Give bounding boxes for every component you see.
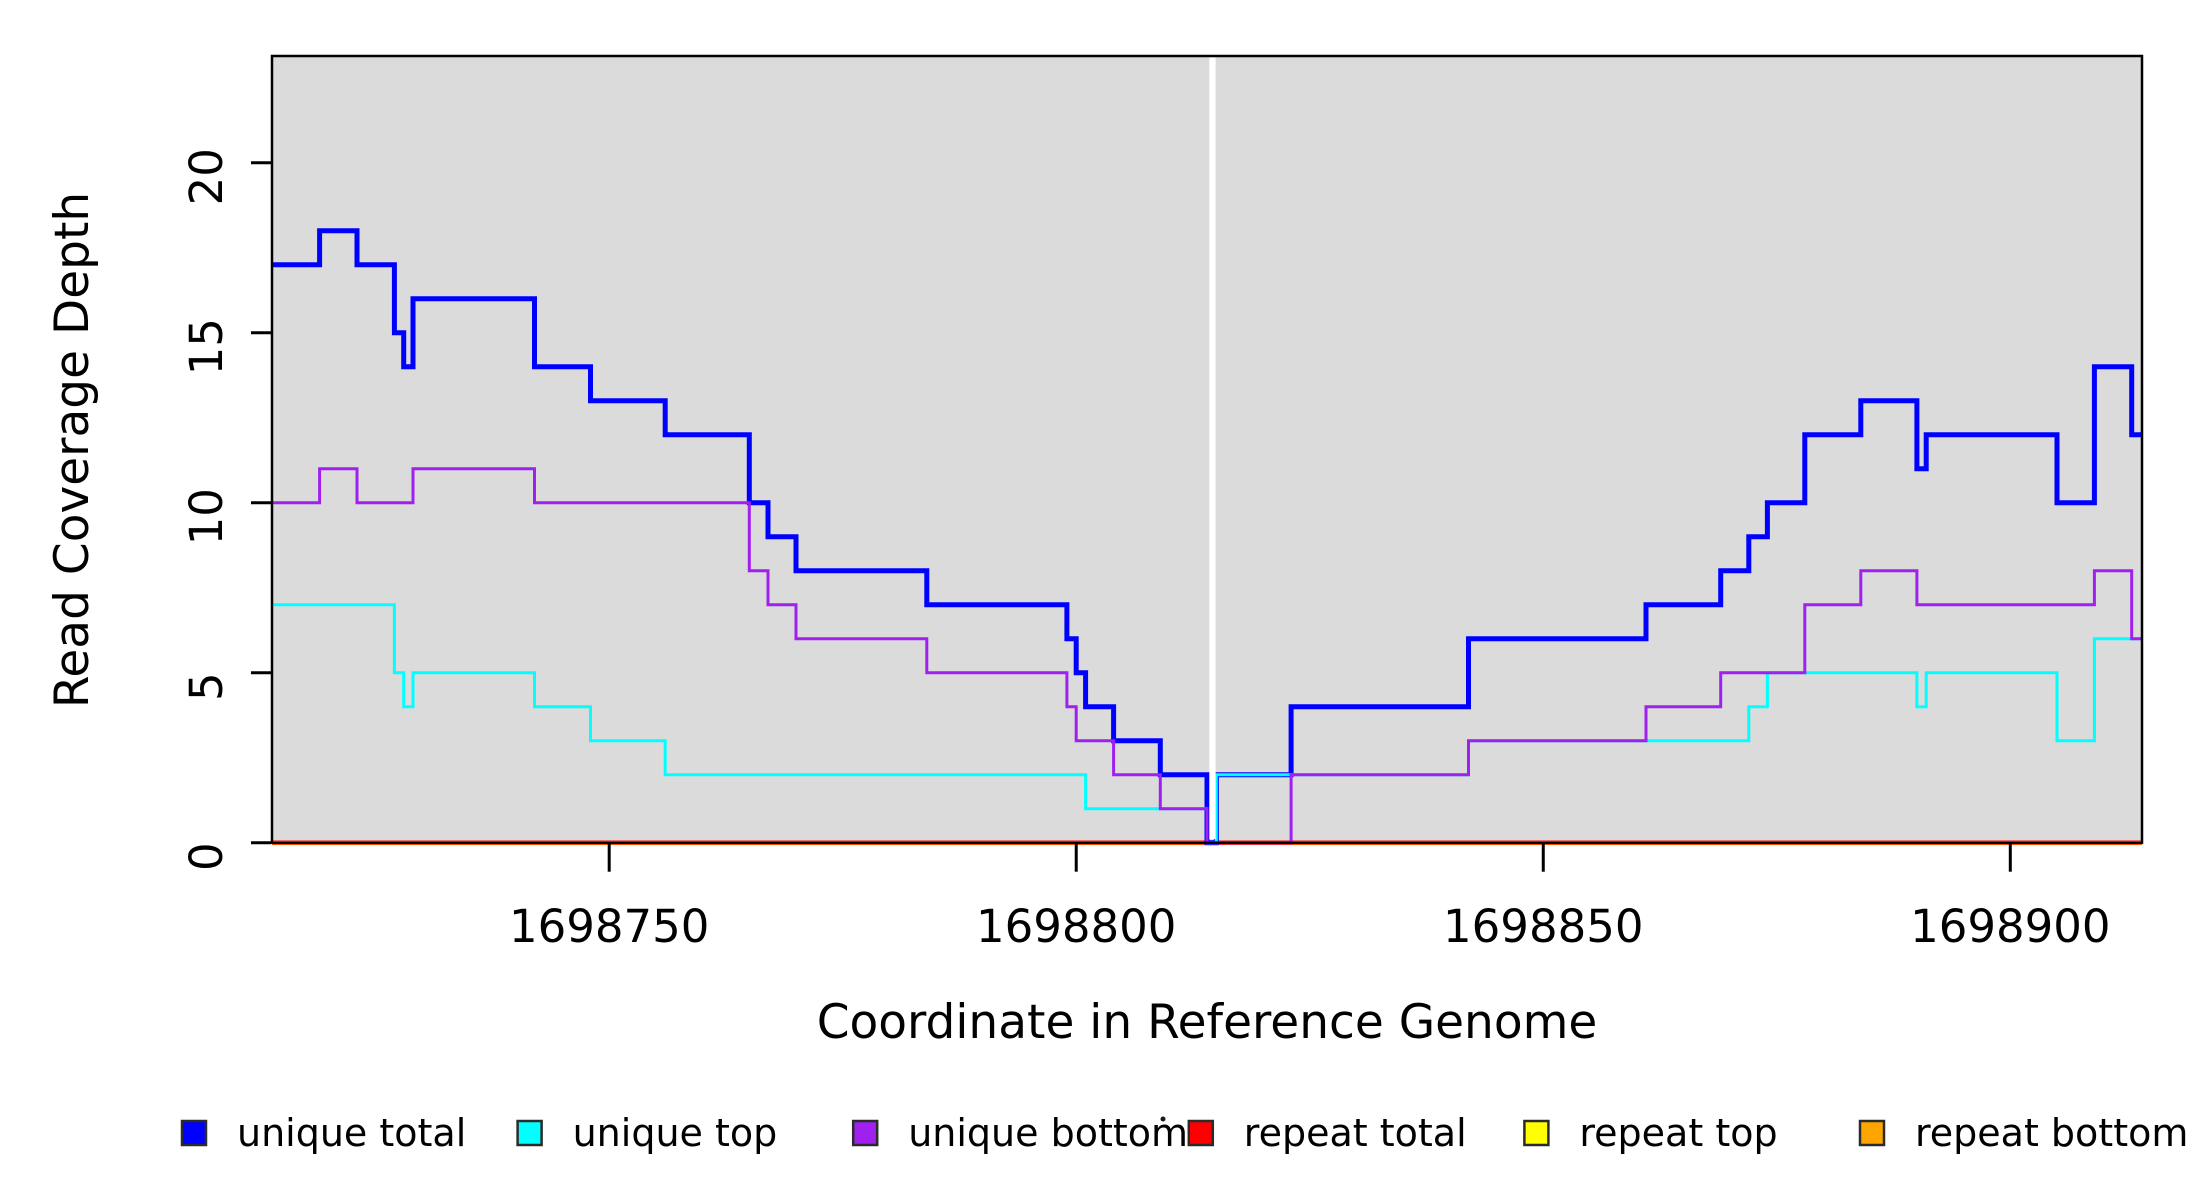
plot-panel-border	[270, 54, 2144, 844]
legend-item-unique-top: unique top	[516, 1111, 778, 1155]
legend-item-repeat-top: repeat top	[1523, 1111, 1778, 1155]
legend-swatch-repeat-top	[1523, 1119, 1550, 1147]
y-tick-label: 5	[180, 672, 233, 701]
x-axis-title: Coordinate in Reference Genome	[817, 995, 1598, 1050]
series-unique-bottom	[272, 467, 2142, 845]
y-axis: 0 5 10 15 20	[180, 148, 271, 871]
x-tick-label: 1698800	[976, 900, 1176, 953]
legend-swatch-repeat-total	[1187, 1119, 1215, 1147]
y-axis-title: Read Coverage Depth	[45, 192, 100, 708]
legend-label: repeat total	[1244, 1111, 1467, 1155]
y-tick-label: 10	[180, 488, 233, 545]
legend-label: unique total	[237, 1111, 466, 1155]
legend-label: repeat bottom	[1915, 1111, 2188, 1155]
legend-item-unique-bottom: unique bottom	[851, 1111, 1188, 1155]
legend-item-repeat-bottom: repeat bottom	[1858, 1111, 2188, 1155]
legend-label: unique top	[573, 1111, 778, 1155]
y-tick-label: 0	[180, 842, 233, 871]
legend-swatch-unique-total	[180, 1119, 208, 1147]
legend-swatch-unique-top	[516, 1119, 543, 1147]
y-tick-label: 15	[180, 318, 233, 375]
series-unique-total	[272, 228, 2142, 846]
x-axis: 1698750 1698800 1698850 1698900	[509, 843, 2111, 953]
y-tick-label: 20	[180, 148, 233, 205]
x-tick-label: 1698750	[509, 900, 709, 953]
legend-label: unique bottom	[908, 1111, 1188, 1155]
x-tick-label: 1698850	[1443, 900, 1643, 953]
legend-swatch-unique-bottom	[851, 1119, 879, 1147]
x-tick-label: 1698900	[1910, 900, 2110, 953]
legend-swatch-repeat-bottom	[1858, 1119, 1886, 1147]
stray-mark	[1160, 1116, 1166, 1122]
plot-panel	[272, 56, 2142, 843]
missing-data-band	[1209, 57, 1216, 840]
legend-item-repeat-total: repeat total	[1187, 1111, 1467, 1155]
legend-label: repeat top	[1579, 1111, 1777, 1155]
legend-item-unique-total: unique total	[180, 1111, 466, 1155]
legend: unique total unique top unique bottom repea…	[180, 1111, 2188, 1155]
